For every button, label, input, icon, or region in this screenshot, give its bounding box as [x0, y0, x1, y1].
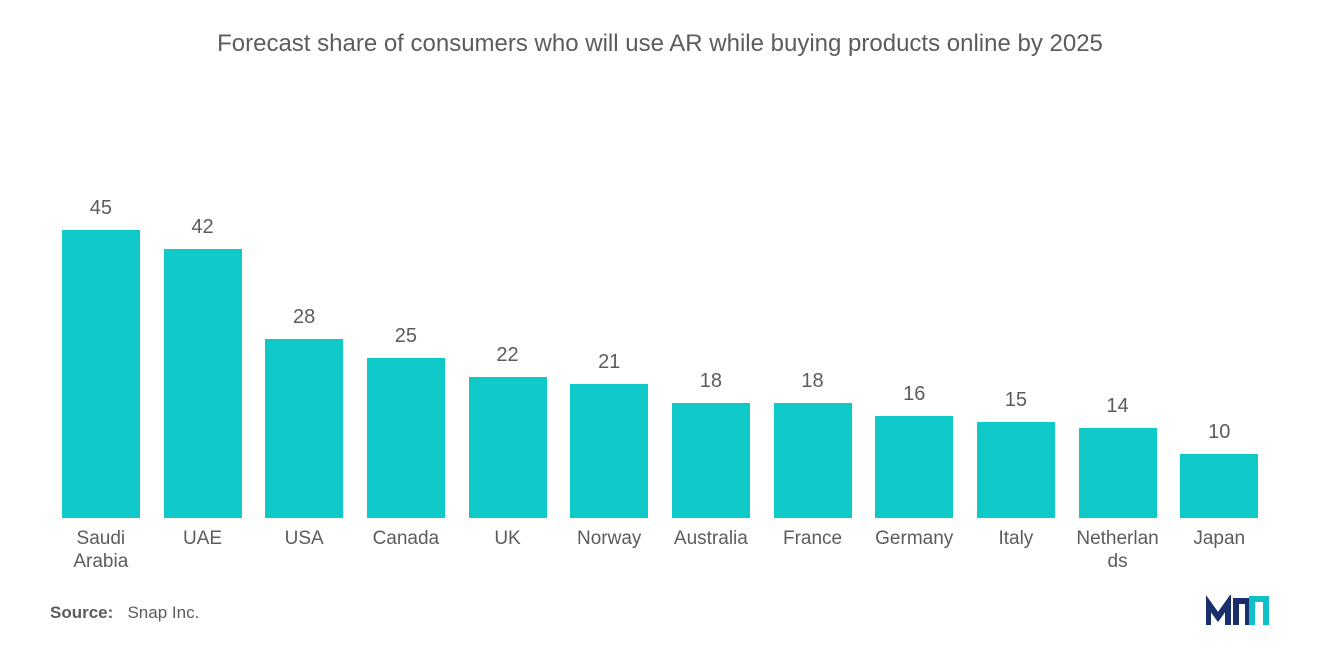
x-label-cell: UK	[463, 518, 553, 574]
bar-group: 18	[768, 128, 858, 518]
bar-value-label: 18	[700, 370, 722, 393]
bar-value-label: 14	[1106, 395, 1128, 418]
bar-group: 45	[56, 128, 146, 518]
bar	[570, 384, 648, 518]
bar-group: 21	[564, 128, 654, 518]
bar	[1180, 454, 1258, 518]
bar-group: 15	[971, 128, 1061, 518]
bar-value-label: 21	[598, 351, 620, 374]
bar-group: 42	[158, 128, 248, 518]
category-label: France	[783, 528, 842, 574]
bar	[265, 339, 343, 518]
bar-group: 25	[361, 128, 451, 518]
category-label: Italy	[998, 528, 1033, 574]
bar-chart: 45 42 28 25 22 21 18 18 16 15 14 10	[50, 128, 1270, 518]
mordor-logo	[1206, 595, 1270, 631]
bar-group: 14	[1073, 128, 1163, 518]
x-label-cell: Italy	[971, 518, 1061, 574]
chart-footer: Source: Snap Inc.	[50, 595, 1270, 631]
source-label: Source:	[50, 603, 113, 622]
category-label: Japan	[1193, 528, 1245, 574]
chart-title: Forecast share of consumers who will use…	[50, 30, 1270, 58]
source-value: Snap Inc.	[127, 603, 199, 622]
bar	[469, 377, 547, 518]
category-label: Netherlands	[1074, 528, 1162, 574]
x-label-cell: Netherlands	[1073, 518, 1163, 574]
bar-value-label: 10	[1208, 421, 1230, 444]
category-label: Saudi Arabia	[57, 528, 145, 574]
bar-value-label: 25	[395, 325, 417, 348]
x-axis-labels: Saudi Arabia UAE USA Canada UK Norway Australi…	[50, 518, 1270, 574]
bar-group: 16	[869, 128, 959, 518]
bar-group: 18	[666, 128, 756, 518]
bar	[367, 358, 445, 518]
x-label-cell: Saudi Arabia	[56, 518, 146, 574]
x-label-cell: Canada	[361, 518, 451, 574]
bar-group: 10	[1174, 128, 1264, 518]
bar	[672, 403, 750, 518]
x-label-cell: UAE	[158, 518, 248, 574]
bar-value-label: 22	[496, 344, 518, 367]
category-label: UAE	[183, 528, 222, 574]
bar-group: 22	[463, 128, 553, 518]
category-label: UK	[494, 528, 520, 574]
x-label-cell: Germany	[869, 518, 959, 574]
category-label: Germany	[875, 528, 953, 574]
category-label: Canada	[373, 528, 440, 574]
bar-value-label: 45	[90, 197, 112, 220]
x-label-cell: Norway	[564, 518, 654, 574]
bar-group: 28	[259, 128, 349, 518]
x-label-cell: Japan	[1174, 518, 1264, 574]
x-label-cell: France	[768, 518, 858, 574]
bar	[164, 249, 242, 518]
bar-value-label: 42	[191, 216, 213, 239]
source-attribution: Source: Snap Inc.	[50, 603, 199, 623]
x-label-cell: Australia	[666, 518, 756, 574]
bar-value-label: 28	[293, 306, 315, 329]
x-label-cell: USA	[259, 518, 349, 574]
category-label: Australia	[674, 528, 748, 574]
bar	[774, 403, 852, 518]
bar	[62, 230, 140, 518]
bar-value-label: 16	[903, 383, 925, 406]
category-label: Norway	[577, 528, 641, 574]
category-label: USA	[285, 528, 324, 574]
bar-value-label: 15	[1005, 389, 1027, 412]
bar	[1079, 428, 1157, 518]
bar	[977, 422, 1055, 518]
bar	[875, 416, 953, 518]
bar-value-label: 18	[801, 370, 823, 393]
